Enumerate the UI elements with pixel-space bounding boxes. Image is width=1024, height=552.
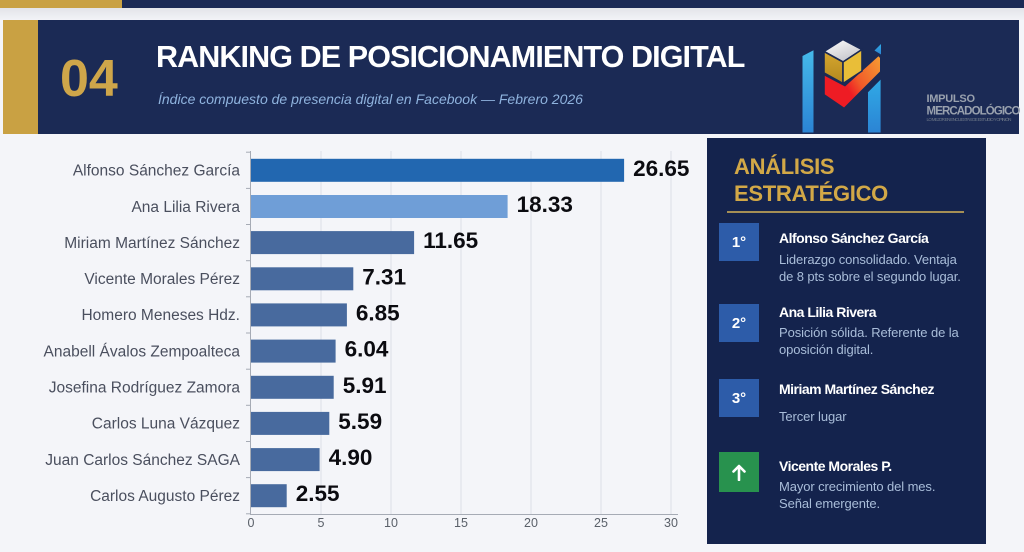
svg-text:IMPULSO: IMPULSO: [927, 93, 976, 105]
svg-text:10: 10: [384, 516, 398, 530]
svg-text:6.85: 6.85: [356, 300, 400, 325]
svg-text:LO MEJOR EN ENCUESTAS DE ESTUD: LO MEJOR EN ENCUESTAS DE ESTUDIO Y OPINI…: [927, 116, 1012, 122]
svg-text:Josefina Rodríguez Zamora: Josefina Rodríguez Zamora: [49, 380, 241, 397]
svg-text:2.55: 2.55: [296, 481, 340, 506]
svg-text:Vicente Morales Pérez: Vicente Morales Pérez: [84, 271, 240, 288]
svg-text:0: 0: [248, 516, 255, 530]
svg-text:5.59: 5.59: [338, 409, 382, 434]
svg-text:25: 25: [594, 516, 608, 530]
svg-text:18.33: 18.33: [517, 192, 573, 217]
svg-text:Anabell Ávalos Zempoalteca: Anabell Ávalos Zempoalteca: [44, 343, 241, 360]
svg-text:6.04: 6.04: [345, 337, 389, 362]
svg-text:Homero Meneses Hdz.: Homero Meneses Hdz.: [81, 307, 240, 324]
svg-text:26.65: 26.65: [633, 156, 689, 181]
svg-text:11.65: 11.65: [423, 228, 478, 253]
svg-text:Carlos Augusto Pérez: Carlos Augusto Pérez: [90, 488, 240, 505]
svg-text:7.31: 7.31: [362, 264, 406, 289]
svg-text:Ana Lilia Rivera: Ana Lilia Rivera: [131, 199, 240, 216]
svg-text:Miriam Martínez Sánchez: Miriam Martínez Sánchez: [64, 235, 240, 252]
svg-text:Alfonso Sánchez García: Alfonso Sánchez García: [73, 163, 241, 180]
svg-text:Carlos Luna Vázquez: Carlos Luna Vázquez: [92, 416, 240, 433]
svg-text:MERCADOLÓGICO: MERCADOLÓGICO: [927, 105, 1021, 118]
svg-text:30: 30: [664, 516, 678, 530]
svg-text:Juan Carlos Sánchez SAGA: Juan Carlos Sánchez SAGA: [45, 452, 240, 469]
svg-text:5: 5: [318, 516, 325, 530]
svg-text:15: 15: [454, 516, 468, 530]
svg-text:5.91: 5.91: [343, 373, 387, 398]
svg-text:20: 20: [524, 516, 538, 530]
svg-text:4.90: 4.90: [329, 445, 373, 470]
